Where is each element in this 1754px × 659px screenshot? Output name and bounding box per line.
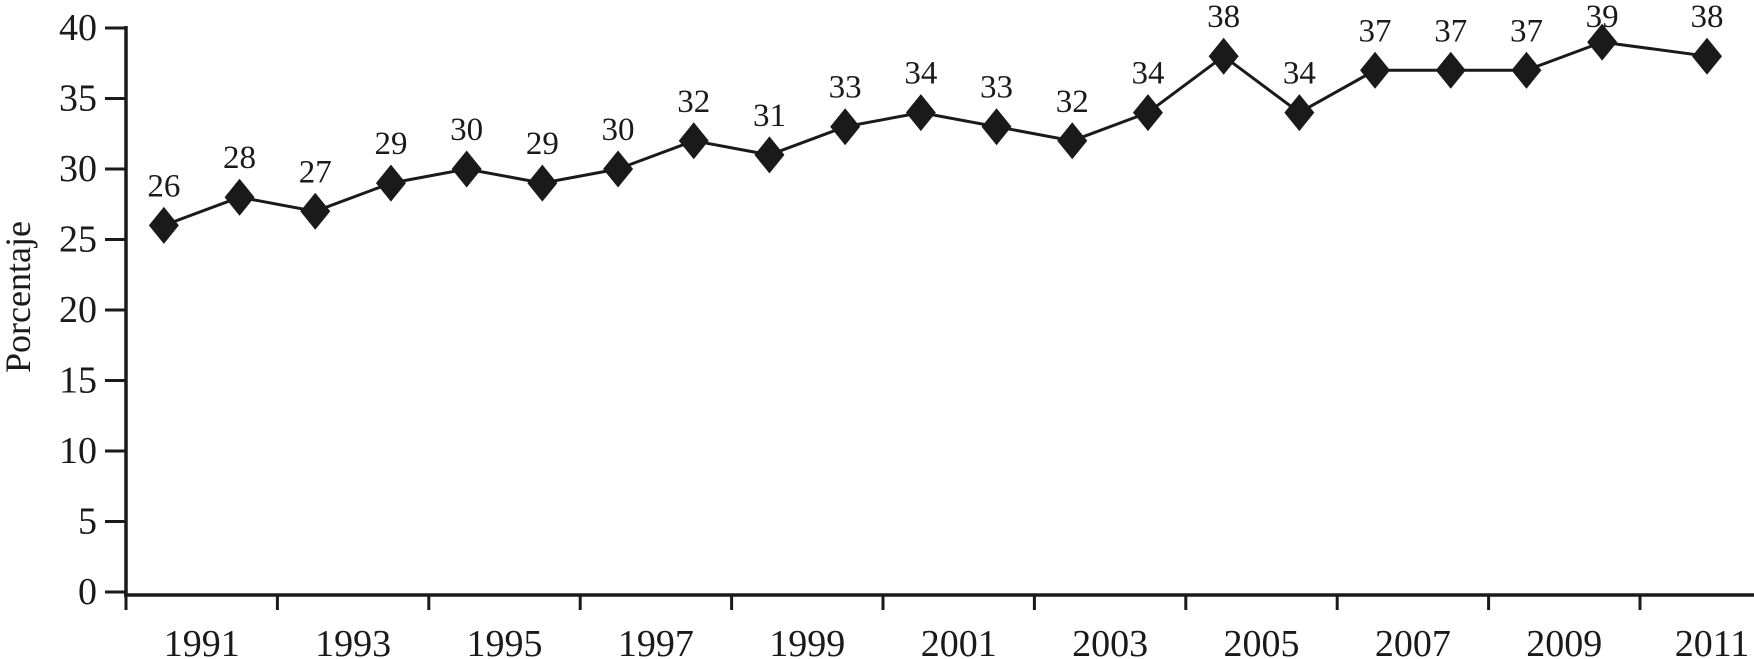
data-point-label: 32 [677,84,710,120]
data-point-marker [830,108,861,146]
x-tick-label: 1991 [164,623,240,659]
x-tick-label: 2005 [1224,623,1300,659]
data-point-marker [981,108,1012,146]
y-tick-label: 30 [59,148,97,190]
data-point-label: 26 [147,168,180,204]
data-point-marker [1435,51,1466,89]
data-point-label: 34 [1131,56,1164,92]
data-point-label: 30 [602,112,635,148]
data-point-label: 32 [1056,84,1089,120]
data-point-marker [300,192,331,230]
data-point-label: 33 [829,70,862,106]
data-point-marker [1587,23,1618,61]
data-point-marker [603,150,634,188]
data-point-label: 29 [374,126,407,162]
y-tick-label: 40 [59,7,97,49]
y-tick-label: 25 [59,219,97,261]
data-point-marker [224,178,255,216]
data-point-label: 34 [1283,56,1316,92]
data-point-marker [1511,51,1542,89]
data-point-marker [451,150,482,188]
y-tick-label: 0 [78,571,97,613]
data-point-label: 33 [980,70,1013,106]
data-point-label: 38 [1691,0,1724,35]
x-tick-label: 2009 [1526,623,1602,659]
data-point-label: 34 [904,56,937,92]
data-point-marker [905,94,936,132]
data-point-label: 39 [1586,0,1619,35]
data-point-marker [1208,37,1239,75]
y-tick-label: 10 [59,430,97,472]
x-tick-label: 1999 [769,623,845,659]
y-tick-label: 35 [59,78,97,120]
x-tick-label: 2001 [921,623,997,659]
data-point-label: 37 [1359,13,1392,49]
data-point-marker [754,136,785,174]
plot-area: 0 5 10 15 20 25 30 35 40 1991 1993 1995 1997 1999 2001… [59,0,1754,659]
y-tick-label: 15 [59,360,97,402]
data-point-marker [1360,51,1391,89]
data-point-marker [1057,122,1088,160]
data-point-label: 29 [526,126,559,162]
data-point-marker [527,164,558,202]
data-point-label: 27 [299,154,332,190]
data-point-marker [1284,94,1315,132]
x-tick-label: 2011 [1675,623,1750,659]
data-point-marker [678,122,709,160]
data-point-marker [1132,94,1163,132]
y-tick-label: 5 [78,501,97,543]
data-point-label: 37 [1510,13,1543,49]
x-tick-label: 1995 [467,623,543,659]
data-point-marker [375,164,406,202]
x-tick-label: 2007 [1375,623,1451,659]
data-point-label: 38 [1207,0,1240,35]
y-tick-label: 20 [59,289,97,331]
data-point-marker [148,206,179,244]
x-tick-label: 1997 [618,623,694,659]
data-point-label: 37 [1434,13,1467,49]
data-point-label: 30 [450,112,483,148]
data-point-marker [1692,37,1722,75]
x-tick-label: 1993 [315,623,391,659]
y-axis-title: Porcentaje [0,221,38,373]
data-point-label: 31 [753,98,786,134]
x-tick-label: 2003 [1072,623,1148,659]
data-point-label: 28 [223,140,256,176]
